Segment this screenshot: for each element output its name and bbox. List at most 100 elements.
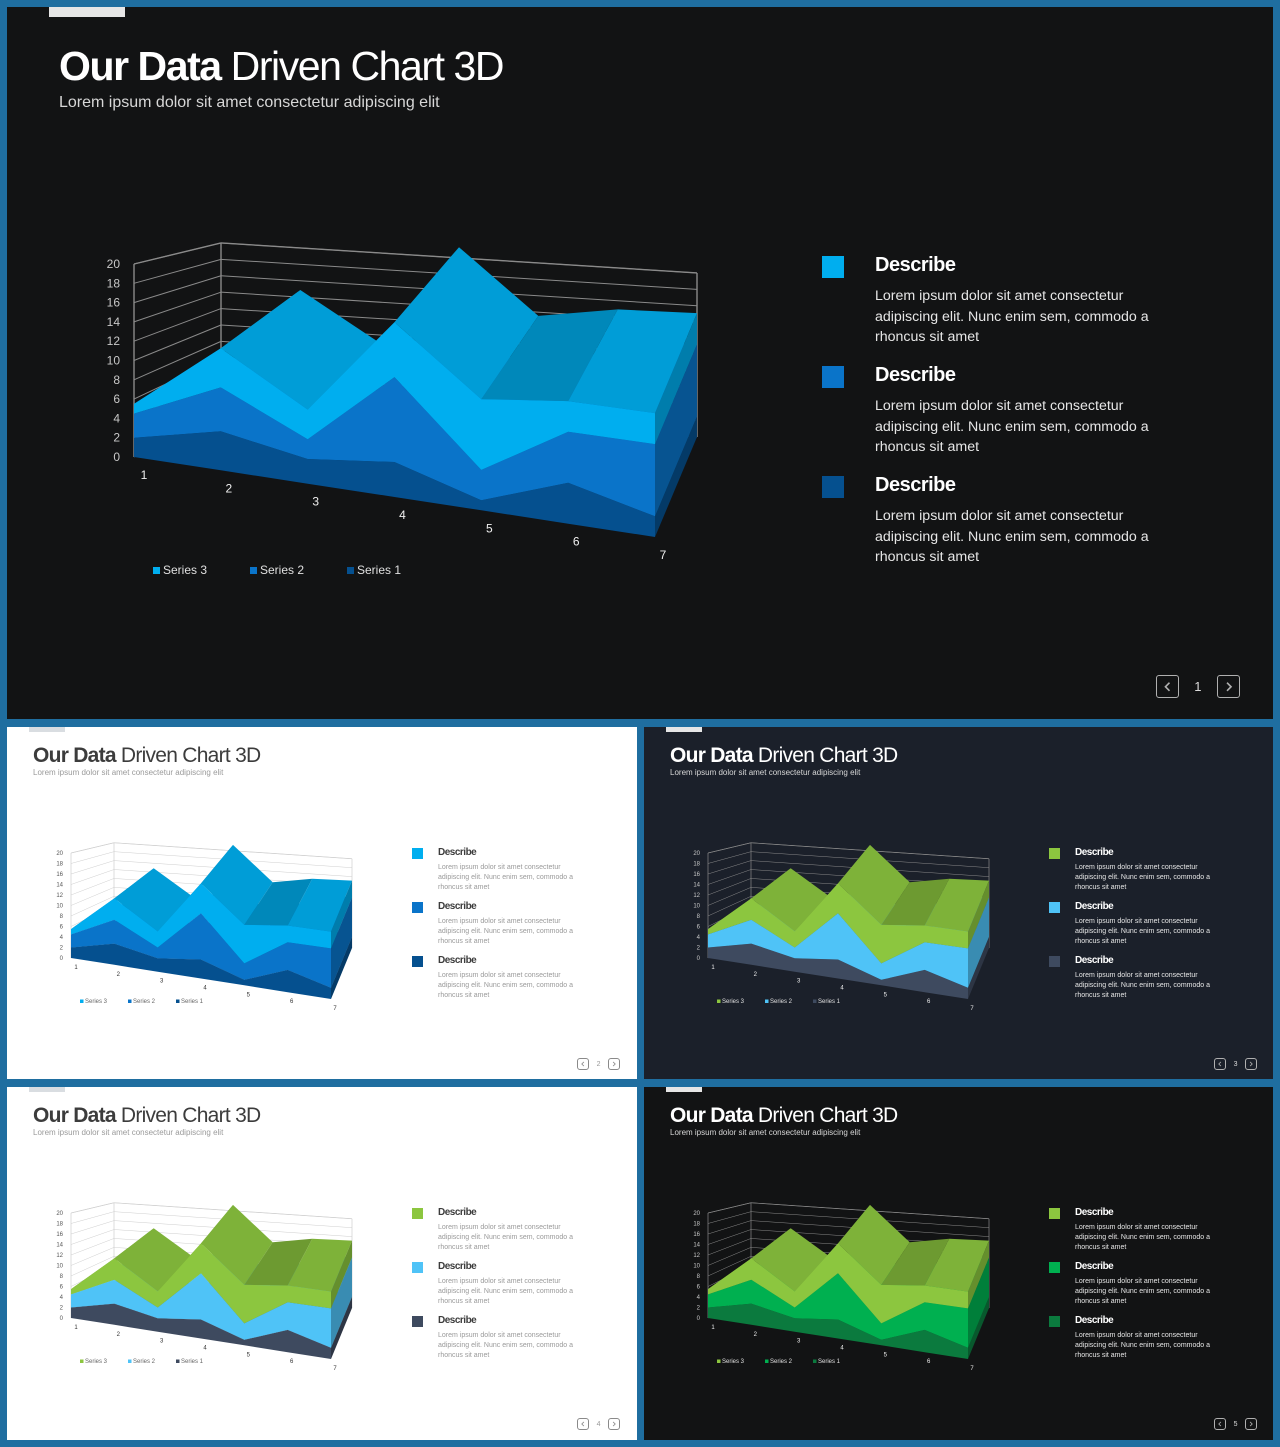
series-3-area-top [838,844,910,925]
legend-swatch [717,999,721,1003]
series-3-area-top [201,1204,273,1285]
describe-swatch [412,902,423,913]
series-2-area-side [968,897,989,988]
title-rest: Driven Chart 3D [120,1104,261,1127]
describe-swatch [822,476,844,498]
describe-text: Lorem ipsum dolor sit amet consectetur a… [1075,1224,1211,1252]
pagination: 4 [577,1418,621,1430]
describe-text: Lorem ipsum dolor sit amet consectetur a… [1075,918,1211,946]
series-3-area [708,844,989,932]
y-tick-label: 12 [56,1253,63,1259]
gridline-side [707,860,752,875]
gridline-side [707,1247,752,1266]
y-tick-label: 16 [693,1232,700,1238]
legend-label: Series 3 [85,1359,108,1365]
describe-heading: Describe [875,254,956,276]
chevron-left-icon [1164,681,1170,692]
series-1-area-side [331,936,352,999]
title-bold: Our Data [670,744,754,767]
gridline-side [707,1229,752,1245]
next-page-button[interactable] [608,1058,621,1070]
chevron-right-icon [612,1061,616,1067]
describe-heading: Describe [1075,1261,1114,1272]
describe-text: Lorem ipsum dolor sit amet consectetur a… [875,288,1149,346]
title-rest: Driven Chart 3D [120,744,261,767]
y-tick-label: 20 [56,851,63,857]
legend-label: Series 2 [770,1359,793,1365]
next-page-button[interactable] [1216,675,1240,698]
x-tick-label: 2 [225,481,232,495]
x-tick-label: 1 [141,468,148,482]
series-2-area-side [331,897,352,988]
prev-page-button[interactable] [1214,1058,1226,1070]
series-1-area-front [134,431,655,537]
gridline-side [70,1229,115,1245]
series-3-area-top [201,844,273,925]
prev-page-button[interactable] [577,1058,589,1070]
describe-text: Lorem ipsum dolor sit amet consectetur a… [875,398,1149,456]
describe-text: Lorem ipsum dolor sit amet consectetur a… [438,972,574,1000]
y-tick-label: 0 [697,1316,701,1322]
accent-bar [666,1087,702,1092]
y-tick-label: 18 [56,1222,63,1228]
series-1-area-front [708,943,968,999]
gridline-side [70,860,115,875]
x-tick-label: 5 [247,1352,251,1358]
gridline-side [707,1238,752,1256]
chart-areas [71,844,352,999]
describe-heading: Describe [875,364,956,386]
prev-page-button[interactable] [1156,675,1179,698]
y-tick-label: 8 [697,1274,701,1280]
next-page-button[interactable] [608,1418,621,1430]
y-tick-label: 10 [56,904,63,910]
y-tick-label: 4 [697,935,701,941]
slide-3: Our Data Driven Chart 3D Lorem ipsum dol… [644,727,1273,1079]
y-tick-label: 2 [113,431,120,445]
y-tick-label: 8 [697,914,701,920]
y-tick-label: 4 [60,935,64,941]
describe-swatch [412,1316,423,1327]
describe-heading: Describe [1075,1315,1114,1326]
slide-title: Our Data Driven Chart 3D [670,1104,898,1128]
describe-swatch [412,1262,423,1273]
prev-page-button[interactable] [577,1418,589,1430]
slide-4: Our Data Driven Chart 3D Lorem ipsum dol… [7,1087,637,1440]
x-tick-label: 2 [754,972,758,978]
series-3-area-top [287,878,352,932]
y-tick-label: 10 [693,904,700,910]
legend-label: Series 1 [818,1359,841,1365]
legend-swatch [813,999,817,1003]
axis-edge [133,242,222,265]
series-3-area-top [244,1238,313,1286]
gridline-side [707,869,752,885]
legend-swatch [813,1359,817,1363]
y-tick-label: 4 [60,1295,64,1301]
legend-label: Series 3 [722,1359,745,1365]
next-page-button[interactable] [1245,1418,1258,1430]
legend-label: Series 2 [133,999,156,1005]
y-tick-label: 8 [60,1274,64,1280]
slide-subtitle: Lorem ipsum dolor sit amet consectetur a… [33,768,224,777]
title-bold: Our Data [59,43,222,89]
legend-label: Series 3 [85,999,108,1005]
slide-title: Our Data Driven Chart 3D [670,744,898,768]
series-3-area-top [838,1204,910,1285]
y-tick-label: 18 [56,862,63,868]
legend-swatch [80,999,84,1003]
page-number: 3 [1233,1060,1238,1068]
describe-heading: Describe [438,1315,477,1326]
legend-swatch [176,999,180,1003]
y-tick-label: 8 [113,373,120,387]
x-tick-label: 4 [203,1346,207,1352]
slide-subtitle: Lorem ipsum dolor sit amet consectetur a… [33,1128,224,1137]
y-tick-label: 4 [697,1295,701,1301]
y-tick-label: 6 [60,925,64,931]
describe-text: Lorem ipsum dolor sit amet consectetur a… [1075,864,1211,892]
series-3-area-top [244,878,313,926]
prev-page-button[interactable] [1214,1418,1226,1430]
describe-swatch [1049,848,1060,859]
legend-label: Series 1 [181,999,204,1005]
y-tick-label: 14 [56,883,63,889]
legend-swatch [717,1359,721,1363]
next-page-button[interactable] [1245,1058,1258,1070]
